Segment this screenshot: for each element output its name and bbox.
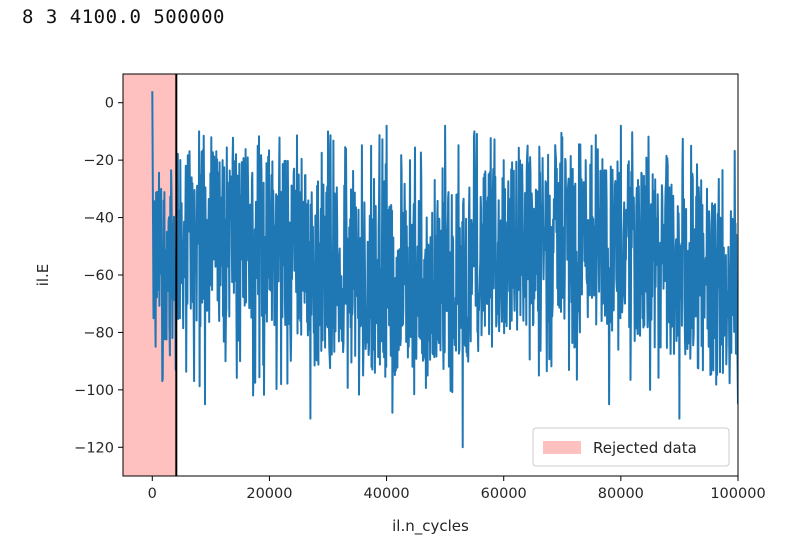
y-axis-label: il.E — [34, 264, 52, 287]
x-tick-label: 0 — [148, 486, 157, 502]
y-tick-label: −40 — [83, 211, 114, 227]
x-tick-label: 80000 — [598, 486, 644, 502]
axes: 0 20000 40000 60000 80000 100000 0 −20 −40 −60 −80… — [74, 73, 766, 502]
y-tick-label: 0 — [105, 96, 114, 112]
plot-area — [123, 74, 738, 476]
y-tick-label: −120 — [74, 440, 114, 456]
x-tick-label: 60000 — [481, 486, 527, 502]
x-axis-label: il.n_cycles — [392, 517, 469, 536]
legend-label-rejected: Rejected data — [593, 439, 697, 457]
y-tick-label: −60 — [83, 268, 114, 284]
x-tick-label: 40000 — [364, 486, 410, 502]
console-output: 8 3 4100.0 500000 — [22, 6, 225, 28]
y-tick-label: −20 — [83, 153, 114, 169]
energy-series-line — [151, 91, 738, 449]
y-tick-label: −100 — [74, 383, 114, 399]
legend-swatch-rejected — [543, 441, 581, 454]
y-tick-label: −80 — [83, 325, 114, 341]
legend-box — [532, 427, 730, 467]
legend: Rejected data — [532, 427, 730, 467]
x-tick-label: 20000 — [246, 486, 292, 502]
x-tick-label: 100000 — [710, 486, 765, 502]
